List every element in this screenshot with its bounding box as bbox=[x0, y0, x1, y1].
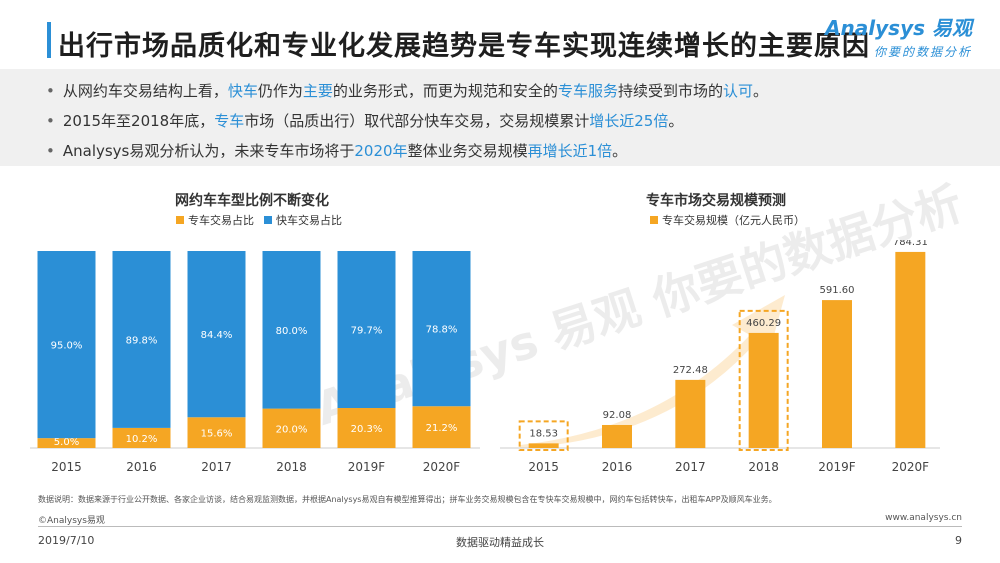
bar-kuaiche bbox=[187, 251, 246, 418]
bullet-fragment: 。 bbox=[752, 82, 768, 100]
bar-scale bbox=[602, 424, 632, 448]
bar-zhuanche bbox=[412, 406, 471, 448]
bullet-fragment: 市场（品质出行）取代部分快车交易，交易规模累计 bbox=[244, 112, 590, 130]
data-label: 10.2% bbox=[126, 434, 158, 445]
bullet-text: Analysys易观分析认为，未来专车市场将于2020年整体业务交易规模再增长近… bbox=[63, 142, 627, 160]
data-label: 591.60 bbox=[820, 285, 855, 296]
bullet-fragment: 。 bbox=[668, 112, 684, 130]
bar-zhuanche bbox=[187, 417, 246, 448]
data-label: 89.8% bbox=[126, 335, 158, 346]
legend-item-zhuanche: 专车交易占比 bbox=[176, 212, 254, 228]
bullet-item: • 从网约车交易结构上看，快车仍作为主要的业务形式，而更为规范和安全的专车服务持续… bbox=[46, 82, 768, 100]
data-label: 79.7% bbox=[351, 326, 383, 337]
bar-zhuanche bbox=[37, 438, 96, 448]
data-label: 18.53 bbox=[529, 428, 558, 439]
bar-zhuanche bbox=[337, 408, 396, 448]
x-tick-label: 2019F bbox=[818, 460, 856, 474]
website-link[interactable]: www.analysys.cn bbox=[885, 513, 962, 523]
x-tick-label: 2015 bbox=[528, 460, 559, 474]
bullet-item: • Analysys易观分析认为，未来专车市场将于2020年整体业务交易规模再增长… bbox=[46, 142, 628, 160]
bullet-fragment: 的业务形式，而更为规范和安全的 bbox=[332, 82, 558, 100]
report-date: 2019/7/10 bbox=[38, 534, 95, 547]
bullet-fragment: 。 bbox=[612, 142, 628, 160]
bar-kuaiche bbox=[337, 251, 396, 409]
x-tick-label: 2016 bbox=[126, 460, 157, 474]
x-tick-label: 2017 bbox=[675, 460, 706, 474]
page-number: 9 bbox=[955, 534, 962, 547]
data-label: 5.0% bbox=[54, 437, 79, 448]
right-chart-title: 专车市场交易规模预测 bbox=[646, 193, 786, 209]
bullet-fragment: 2015年至2018年底， bbox=[62, 112, 215, 130]
right-chart: 18.53 2015 92.08 2016 272.48 2017 460.29 2018 59… bbox=[500, 240, 940, 474]
left-chart: 5.0% 95.0% 2015 10.2% 89.8% 2016 15.6% 84.4% 201… bbox=[30, 251, 480, 474]
data-label: 84.4% bbox=[201, 330, 233, 341]
highlight-text: 专车 bbox=[214, 112, 245, 130]
left-chart-title: 网约车车型比例不断变化 bbox=[175, 193, 329, 209]
highlight-text: 再增长近1倍 bbox=[527, 142, 613, 160]
x-tick-label: 2016 bbox=[602, 460, 633, 474]
copyright: ©Analysys易观 bbox=[38, 516, 105, 526]
bullet-text: 从网约车交易结构上看，快车仍作为主要的业务形式，而更为规范和安全的专车服务持续受… bbox=[63, 82, 768, 100]
bar-scale bbox=[748, 332, 779, 448]
highlight-box bbox=[518, 420, 569, 451]
data-label: 20.3% bbox=[351, 424, 383, 435]
bullet-fragment: 持续受到市场的 bbox=[617, 82, 723, 100]
highlight-text: 主要 bbox=[302, 82, 333, 100]
highlight-text: 专车服务 bbox=[557, 82, 618, 100]
bullet-fragment: 整体业务交易规模 bbox=[407, 142, 528, 160]
bar-zhuanche bbox=[262, 408, 321, 448]
data-label: 20.0% bbox=[276, 424, 308, 435]
footer-slogan: 数据驱动精益成长 bbox=[456, 536, 544, 549]
bar-scale bbox=[528, 443, 559, 448]
bullet-text: 2015年至2018年底，专车市场（品质出行）取代部分快车交易，交易规模累计增长… bbox=[63, 112, 684, 130]
data-label: 272.48 bbox=[673, 365, 708, 376]
highlight-text: 认可 bbox=[722, 82, 753, 100]
left-chart-legend: 专车交易占比 快车交易占比 bbox=[176, 212, 352, 228]
x-tick-label: 2015 bbox=[51, 460, 82, 474]
right-chart-legend: 专车交易规模（亿元人民币） bbox=[650, 212, 815, 228]
bar-kuaiche bbox=[37, 251, 96, 439]
legend-item-kuaiche: 快车交易占比 bbox=[264, 212, 342, 228]
logo-main-text: Analysys 易观 bbox=[825, 16, 972, 40]
x-tick-label: 2020F bbox=[423, 460, 461, 474]
x-tick-label: 2018 bbox=[276, 460, 307, 474]
brand-logo: Analysys 易观 你要的数据分析 bbox=[825, 12, 972, 60]
logo-sub-text: 你要的数据分析 bbox=[873, 45, 972, 59]
footer-divider bbox=[38, 526, 962, 527]
highlight-text: 2020年 bbox=[354, 142, 408, 160]
bar-scale bbox=[895, 251, 926, 448]
x-tick-label: 2019F bbox=[348, 460, 386, 474]
data-label: 460.29 bbox=[746, 318, 781, 329]
data-label: 784.31 bbox=[893, 240, 928, 248]
highlight-text: 增长近25倍 bbox=[589, 112, 669, 130]
highlight-box bbox=[738, 309, 789, 451]
data-label: 21.2% bbox=[426, 423, 458, 434]
x-tick-label: 2018 bbox=[748, 460, 779, 474]
legend-item-scale: 专车交易规模（亿元人民币） bbox=[650, 212, 805, 228]
bar-zhuanche bbox=[112, 427, 171, 448]
x-tick-label: 2020F bbox=[892, 460, 930, 474]
bullet-fragment: Analysys易观分析认为，未来专车市场将于 bbox=[62, 142, 355, 160]
data-label: 92.08 bbox=[603, 410, 632, 421]
bar-kuaiche bbox=[412, 251, 471, 407]
bar-scale bbox=[675, 379, 706, 448]
bar-kuaiche bbox=[112, 251, 171, 428]
bullet-fragment: 仍作为 bbox=[257, 82, 303, 100]
bar-kuaiche bbox=[262, 251, 321, 409]
bar-scale bbox=[822, 300, 852, 448]
data-label: 15.6% bbox=[201, 429, 233, 440]
data-note: 数据说明：数据来源于行业公开数据、各家企业访谈，结合易观监测数据，并根据Anal… bbox=[38, 495, 777, 504]
summary-bullets: • 从网约车交易结构上看，快车仍作为主要的业务形式，而更为规范和安全的专车服务持续… bbox=[0, 69, 1000, 166]
highlight-text: 快车 bbox=[227, 82, 258, 100]
data-label: 95.0% bbox=[51, 341, 83, 352]
bullet-item: • 2015年至2018年底，专车市场（品质出行）取代部分快车交易，交易规模累计增… bbox=[46, 112, 684, 130]
title-accent-bar bbox=[47, 22, 51, 58]
page-title: 出行市场品质化和专业化发展趋势是专车实现连续增长的主要原因 bbox=[58, 31, 870, 62]
x-tick-label: 2017 bbox=[201, 460, 232, 474]
bullet-fragment: 从网约车交易结构上看， bbox=[62, 82, 228, 100]
data-label: 78.8% bbox=[426, 325, 458, 336]
data-label: 80.0% bbox=[276, 326, 308, 337]
